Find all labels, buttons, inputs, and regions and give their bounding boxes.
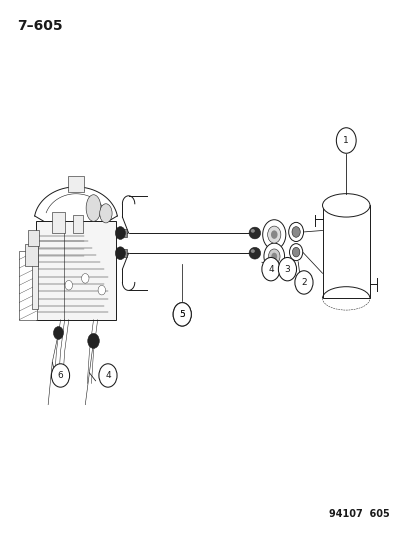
Circle shape — [291, 227, 299, 237]
Ellipse shape — [86, 195, 101, 221]
Circle shape — [173, 303, 191, 326]
Circle shape — [261, 257, 279, 281]
Circle shape — [289, 244, 302, 261]
Circle shape — [99, 364, 117, 387]
Ellipse shape — [250, 229, 254, 233]
Circle shape — [115, 247, 125, 260]
Bar — [36, 221, 116, 320]
Circle shape — [51, 364, 69, 387]
Circle shape — [173, 303, 191, 326]
Bar — [52, 212, 64, 233]
Ellipse shape — [250, 249, 254, 253]
Text: 3: 3 — [284, 265, 290, 273]
Bar — [73, 214, 83, 233]
Circle shape — [267, 226, 280, 243]
Text: 5: 5 — [179, 310, 185, 319]
Circle shape — [268, 249, 279, 264]
Text: 4: 4 — [268, 265, 273, 273]
Circle shape — [81, 273, 89, 283]
Bar — [27, 230, 39, 246]
Circle shape — [115, 227, 125, 239]
Bar — [116, 229, 126, 237]
Text: 4: 4 — [105, 371, 111, 380]
Bar — [116, 249, 126, 257]
Circle shape — [263, 243, 284, 270]
Bar — [68, 176, 84, 192]
Circle shape — [65, 280, 72, 290]
Ellipse shape — [249, 227, 260, 239]
Circle shape — [53, 327, 63, 340]
Bar — [25, 244, 38, 265]
Circle shape — [271, 253, 276, 260]
Bar — [31, 235, 38, 309]
Circle shape — [262, 220, 285, 249]
Text: 2: 2 — [300, 278, 306, 287]
Circle shape — [288, 222, 303, 241]
Ellipse shape — [322, 193, 369, 217]
Circle shape — [335, 128, 355, 154]
Circle shape — [88, 334, 99, 349]
Text: 6: 6 — [57, 371, 63, 380]
Bar — [322, 205, 369, 298]
Text: 94107  605: 94107 605 — [328, 509, 389, 519]
Circle shape — [98, 285, 105, 295]
Text: 5: 5 — [179, 310, 185, 319]
Ellipse shape — [249, 247, 260, 259]
Text: 7–605: 7–605 — [17, 19, 63, 33]
Text: 1: 1 — [342, 136, 348, 145]
Bar — [19, 251, 36, 320]
Circle shape — [294, 271, 312, 294]
Circle shape — [270, 230, 277, 239]
Circle shape — [278, 257, 296, 281]
Circle shape — [292, 247, 299, 257]
Ellipse shape — [100, 204, 112, 223]
